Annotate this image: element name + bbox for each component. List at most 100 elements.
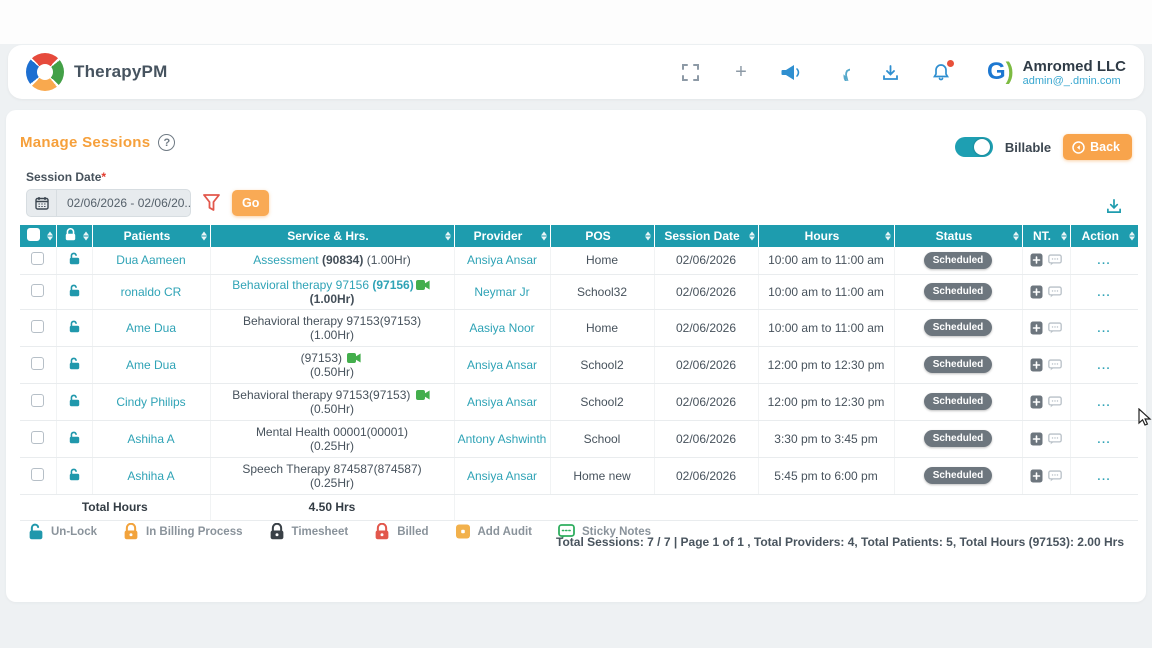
export-download-icon[interactable] bbox=[1106, 198, 1122, 219]
note-add-icon[interactable] bbox=[1030, 469, 1043, 483]
header-select-all[interactable] bbox=[20, 225, 57, 247]
plus-icon[interactable]: + bbox=[735, 61, 747, 83]
service-text[interactable]: Behavioral therapy 97156 bbox=[232, 277, 373, 292]
patient-link[interactable]: Ashiha A bbox=[127, 468, 175, 483]
action-menu-button[interactable]: ... bbox=[1097, 396, 1112, 409]
note-add-icon[interactable] bbox=[1030, 285, 1043, 299]
nt-cell bbox=[1022, 274, 1071, 310]
action-menu-button[interactable]: ... bbox=[1097, 322, 1112, 335]
note-add-icon[interactable] bbox=[1030, 321, 1043, 335]
column-header-pos[interactable]: POS bbox=[550, 225, 655, 247]
row-checkbox[interactable] bbox=[31, 467, 45, 481]
row-select-cell bbox=[20, 247, 57, 275]
action-menu-button[interactable]: ... bbox=[1097, 255, 1112, 268]
go-button[interactable]: Go bbox=[232, 190, 270, 216]
column-header-status[interactable]: Status bbox=[894, 225, 1023, 247]
patient-link[interactable]: Cindy Philips bbox=[116, 394, 186, 409]
row-lock-cell bbox=[56, 383, 93, 421]
provider-link[interactable]: Ansiya Ansar bbox=[466, 253, 538, 268]
provider-link[interactable]: Antony Ashwinth bbox=[457, 431, 547, 446]
action-menu-button[interactable]: ... bbox=[1097, 470, 1112, 483]
select-all-checkbox[interactable] bbox=[27, 228, 41, 241]
action-cell: ... bbox=[1070, 457, 1138, 495]
row-checkbox[interactable] bbox=[31, 283, 45, 297]
header-lock[interactable] bbox=[56, 225, 93, 247]
comment-icon[interactable] bbox=[1048, 285, 1062, 298]
unlock-icon[interactable] bbox=[69, 394, 80, 407]
unlock-icon[interactable] bbox=[69, 357, 80, 370]
action-menu-button[interactable]: ... bbox=[1097, 286, 1112, 299]
action-menu-button[interactable]: ... bbox=[1097, 433, 1112, 446]
nt-icons bbox=[1025, 432, 1068, 446]
provider-cell: Antony Ashwinth bbox=[454, 420, 551, 458]
service-text[interactable]: (97156) bbox=[372, 277, 414, 292]
note-add-icon[interactable] bbox=[1030, 432, 1043, 446]
provider-link[interactable]: Aasiya Noor bbox=[469, 320, 535, 335]
row-checkbox[interactable] bbox=[31, 393, 45, 407]
patient-link[interactable]: Dua Aameen bbox=[116, 253, 186, 268]
bell-icon[interactable] bbox=[931, 60, 954, 82]
column-header-provider[interactable]: Provider bbox=[454, 225, 551, 247]
help-icon[interactable]: ? bbox=[158, 134, 176, 151]
note-add-icon[interactable] bbox=[1030, 395, 1043, 409]
billable-toggle[interactable] bbox=[954, 137, 993, 157]
date-range-value[interactable]: 02/06/2026 - 02/06/20... bbox=[67, 196, 190, 210]
service-text: (97153) bbox=[300, 350, 346, 365]
status-cell: Scheduled bbox=[894, 457, 1023, 495]
service-text[interactable]: Assessment bbox=[253, 253, 322, 268]
service-line2: (1.00Hr) bbox=[309, 327, 354, 342]
download-icon[interactable] bbox=[881, 62, 901, 82]
provider-link[interactable]: Ansiya Ansar bbox=[466, 468, 538, 483]
provider-cell: Ansiya Ansar bbox=[454, 346, 551, 384]
comment-icon[interactable] bbox=[1048, 321, 1062, 334]
service-text: Speech Therapy 874587(874587) bbox=[242, 461, 422, 476]
comment-icon[interactable] bbox=[1048, 432, 1062, 445]
note-add-icon[interactable] bbox=[1030, 358, 1043, 372]
column-header-session-date[interactable]: Session Date bbox=[654, 225, 759, 247]
column-header-service-hrs[interactable]: Service & Hrs. bbox=[210, 225, 455, 247]
patient-link[interactable]: ronaldo CR bbox=[120, 284, 182, 299]
comment-icon[interactable] bbox=[1048, 358, 1062, 371]
patient-link[interactable]: Ame Dua bbox=[125, 320, 177, 335]
account-menu[interactable]: G) Amromed LLC admin@_.dmin.com bbox=[987, 58, 1126, 87]
comment-icon[interactable] bbox=[1048, 254, 1062, 266]
total-empty bbox=[454, 493, 1138, 521]
column-header-patients[interactable]: Patients bbox=[92, 225, 211, 247]
patient-link[interactable]: Ashiha A bbox=[127, 431, 175, 446]
row-select-cell bbox=[20, 274, 57, 310]
pos-cell: School bbox=[550, 420, 655, 458]
row-checkbox[interactable] bbox=[31, 356, 45, 370]
action-menu-button[interactable]: ... bbox=[1097, 359, 1112, 372]
patient-link[interactable]: Ame Dua bbox=[125, 357, 177, 372]
row-select-cell bbox=[20, 309, 57, 347]
provider-link[interactable]: Ansiya Ansar bbox=[466, 394, 538, 409]
row-lock-cell bbox=[56, 346, 93, 384]
fullscreen-icon[interactable] bbox=[681, 62, 701, 82]
unlock-icon[interactable] bbox=[69, 431, 80, 444]
filter-icon[interactable] bbox=[203, 194, 220, 212]
calendar-icon[interactable] bbox=[27, 190, 57, 216]
back-button[interactable]: Back bbox=[1063, 134, 1132, 160]
status-cell: Scheduled bbox=[894, 309, 1023, 347]
column-header-action[interactable]: Action bbox=[1070, 225, 1138, 247]
comment-icon[interactable] bbox=[1048, 469, 1062, 482]
legend-in-billing: In Billing Process bbox=[123, 523, 243, 540]
unlock-icon[interactable] bbox=[69, 468, 80, 481]
service-text: Behavioral therapy 97153(97153) bbox=[242, 313, 422, 328]
comment-icon[interactable] bbox=[1048, 395, 1062, 408]
session-date-input[interactable]: 02/06/2026 - 02/06/20... bbox=[26, 189, 191, 217]
provider-link[interactable]: Neymar Jr bbox=[474, 284, 530, 299]
unlock-icon[interactable] bbox=[69, 252, 80, 265]
row-checkbox[interactable] bbox=[31, 430, 45, 444]
column-header-hours[interactable]: Hours bbox=[758, 225, 895, 247]
row-checkbox[interactable] bbox=[31, 252, 45, 266]
note-add-icon[interactable] bbox=[1030, 253, 1043, 267]
column-header-nt[interactable]: NT. bbox=[1022, 225, 1071, 247]
row-checkbox[interactable] bbox=[31, 319, 45, 333]
megaphone-icon[interactable] bbox=[781, 62, 801, 82]
provider-link[interactable]: Ansiya Ansar bbox=[466, 357, 538, 372]
chat-icon[interactable] bbox=[831, 62, 851, 82]
page-title: Manage Sessions bbox=[20, 134, 151, 151]
unlock-icon[interactable] bbox=[69, 284, 80, 297]
unlock-icon[interactable] bbox=[69, 320, 80, 333]
